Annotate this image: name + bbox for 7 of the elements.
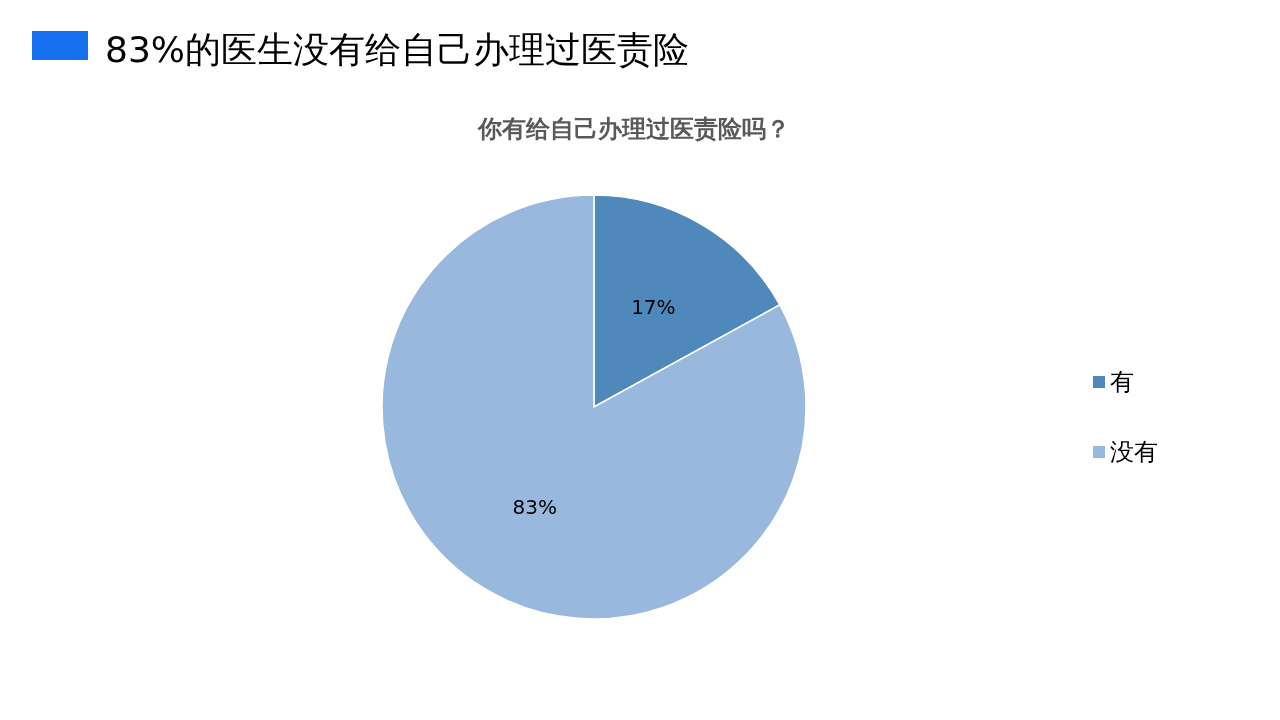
legend-label: 没有 bbox=[1110, 438, 1158, 467]
data-label: 83% bbox=[512, 495, 557, 520]
data-label: 17% bbox=[631, 294, 676, 319]
chart-title: 83%的医生没有给自己办理过医责险 bbox=[105, 29, 690, 70]
legend-label: 有 bbox=[1110, 368, 1134, 397]
chart-subtitle: 你有给自己办理过医责险吗？ bbox=[477, 115, 790, 143]
pie-slice bbox=[381, 194, 807, 620]
